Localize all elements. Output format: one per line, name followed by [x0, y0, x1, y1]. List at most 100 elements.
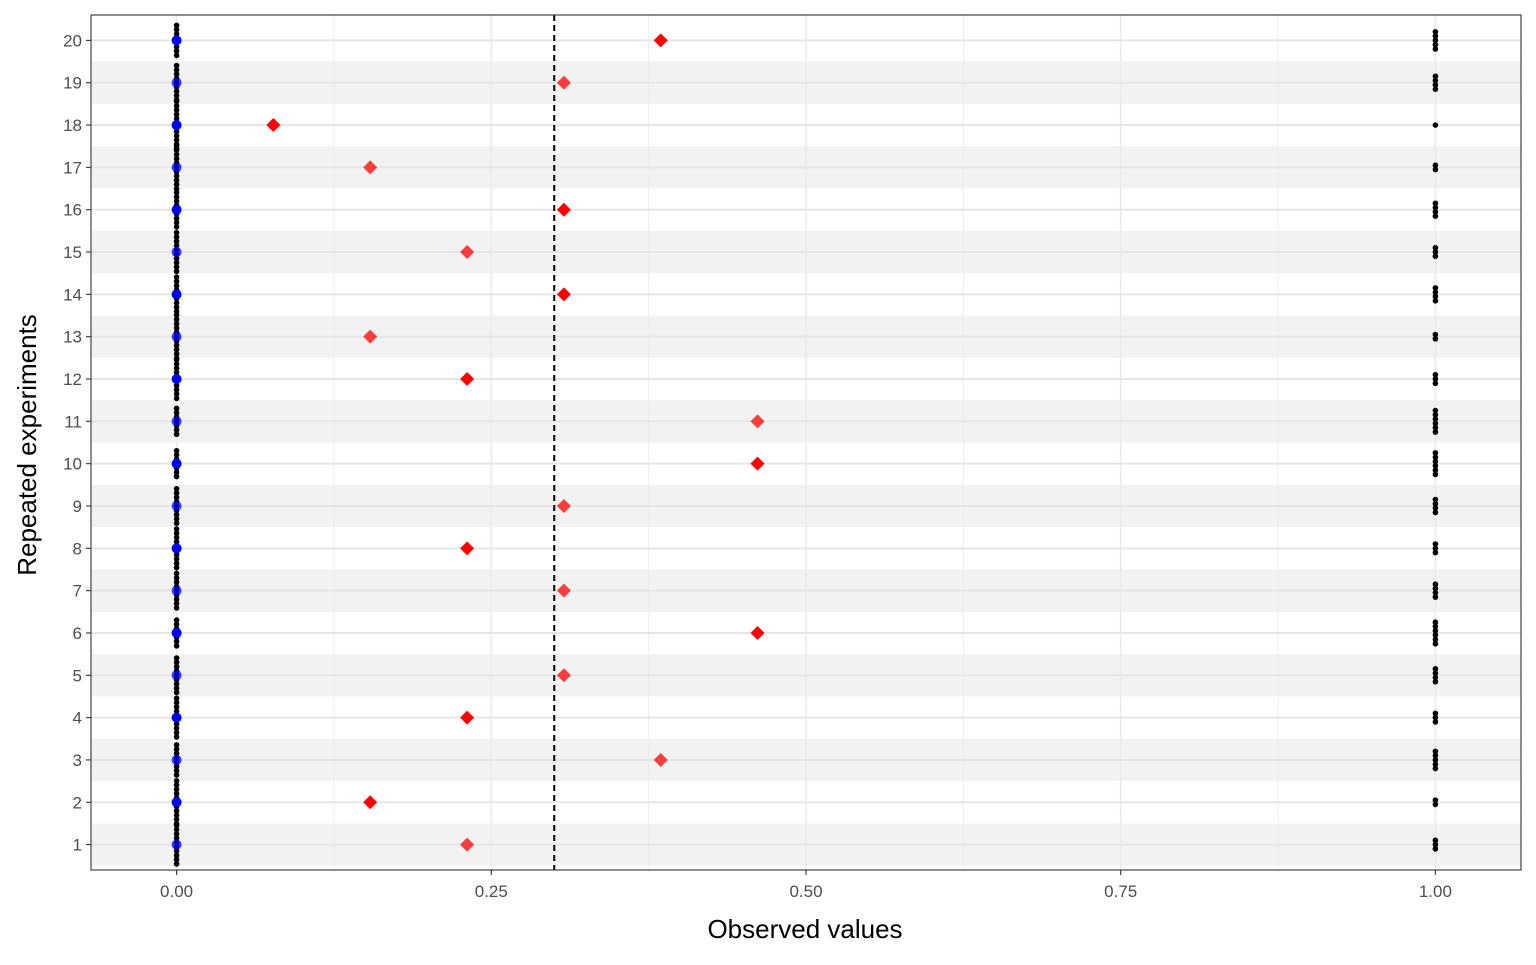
mean-diamond-1 — [460, 837, 475, 852]
obs-dot-one — [1432, 200, 1439, 207]
obs-dot-zero — [173, 115, 180, 122]
obs-dot-one — [1432, 509, 1439, 516]
obs-dot-zero — [173, 655, 180, 661]
obs-dot-one — [1432, 416, 1439, 422]
y-tick-label: 20 — [63, 31, 82, 50]
zero-point-5 — [171, 670, 182, 681]
obs-dot-one — [1432, 674, 1439, 681]
obs-dot-zero — [173, 729, 180, 736]
y-tick-label: 7 — [73, 582, 82, 601]
mean-diamond-11 — [750, 414, 765, 429]
obs-dot-one — [1432, 289, 1439, 296]
mean-diamond-14 — [556, 287, 571, 302]
obs-dot-one — [1432, 209, 1439, 215]
obs-dot-zero — [173, 215, 180, 222]
obs-dot-zero — [173, 268, 180, 275]
obs-dot-zero — [173, 26, 180, 33]
obs-dot-zero — [173, 570, 180, 577]
mean-diamond-16 — [556, 202, 571, 217]
x-tick-label: 0.25 — [475, 882, 508, 901]
y-tick-label: 12 — [63, 370, 82, 389]
obs-dot-one — [1432, 285, 1439, 291]
zero-point-9 — [171, 500, 182, 511]
obs-dot-one — [1432, 166, 1439, 173]
obs-dot-one — [1432, 678, 1439, 685]
y-tick-label: 10 — [63, 455, 82, 474]
zero-point-17 — [171, 162, 182, 173]
x-tick-label: 1.00 — [1419, 882, 1452, 901]
obs-dot-zero — [173, 355, 180, 361]
obs-dot-zero — [173, 831, 180, 837]
obs-dot-zero — [173, 721, 180, 727]
obs-dot-zero — [173, 382, 180, 389]
mean-diamond-10 — [750, 456, 765, 471]
obs-dot-zero — [173, 173, 180, 179]
obs-dot-one — [1432, 841, 1439, 848]
obs-dot-one — [1432, 407, 1439, 414]
y-tick-label: 6 — [73, 624, 82, 643]
obs-dot-zero — [173, 431, 180, 438]
obs-dot-one — [1432, 719, 1439, 725]
obs-dot-one — [1432, 666, 1439, 672]
obs-dot-zero — [173, 551, 180, 558]
mean-diamond-7 — [556, 583, 571, 598]
obs-dot-one — [1432, 293, 1439, 300]
obs-dot-one — [1432, 748, 1439, 755]
obs-dot-zero — [173, 155, 180, 162]
obs-dot-zero — [173, 725, 180, 732]
obs-dot-one — [1432, 336, 1439, 342]
mean-diamond-9 — [556, 498, 571, 513]
obs-dot-zero — [173, 579, 180, 585]
obs-dot-zero — [173, 861, 180, 867]
obs-dot-zero — [173, 198, 180, 204]
obs-dot-one — [1432, 450, 1439, 456]
obs-dot-one — [1432, 505, 1439, 511]
obs-dot-zero — [173, 763, 180, 770]
obs-dot-zero — [173, 695, 180, 702]
zero-point-10 — [171, 458, 182, 469]
obs-dot-zero — [173, 485, 180, 492]
y-tick-label: 18 — [63, 116, 82, 135]
grid-lines-group — [91, 15, 1521, 870]
obs-dot-zero — [173, 316, 180, 323]
zero-point-13 — [171, 331, 182, 342]
mean-diamond-15 — [460, 245, 475, 260]
obs-dot-one — [1432, 710, 1439, 717]
obs-dot-zero — [173, 219, 180, 226]
y-tick-label: 15 — [63, 243, 82, 262]
zero-point-3 — [171, 754, 182, 765]
obs-dot-zero — [173, 300, 180, 306]
obs-dot-zero — [173, 22, 180, 29]
obs-dot-one — [1432, 581, 1439, 587]
obs-dot-zero — [173, 708, 180, 714]
obs-dot-zero — [173, 685, 180, 691]
obs-dot-zero — [173, 638, 180, 645]
obs-dot-one — [1432, 585, 1439, 592]
obs-dot-zero — [173, 564, 180, 571]
zero-point-6 — [171, 627, 182, 638]
obs-dot-one — [1432, 376, 1439, 382]
obs-dot-zero — [173, 242, 180, 249]
obs-dot-zero — [173, 427, 180, 433]
obs-dot-zero — [173, 409, 180, 416]
zero-point-4 — [171, 712, 182, 723]
y-tick-label: 16 — [63, 201, 82, 220]
x-axis-title: Observed values — [707, 914, 902, 944]
obs-dot-zero — [173, 67, 180, 73]
obs-dot-zero — [173, 767, 180, 774]
obs-dot-one — [1432, 213, 1439, 219]
obs-dot-zero — [173, 224, 180, 230]
obs-dot-one — [1432, 632, 1439, 638]
y-tick-label: 4 — [73, 709, 82, 728]
obs-dot-one — [1432, 496, 1439, 503]
obs-dot-zero — [173, 351, 180, 357]
mean-diamonds-group — [266, 33, 765, 852]
mean-diamond-8 — [460, 541, 475, 556]
obs-dot-zero — [173, 816, 180, 823]
obs-dot-one — [1432, 467, 1439, 473]
mean-diamond-12 — [460, 372, 475, 387]
obs-dot-one — [1432, 501, 1439, 507]
zero-point-2 — [171, 797, 182, 808]
obs-dot-one — [1432, 429, 1439, 435]
obs-dot-zero — [173, 259, 180, 266]
